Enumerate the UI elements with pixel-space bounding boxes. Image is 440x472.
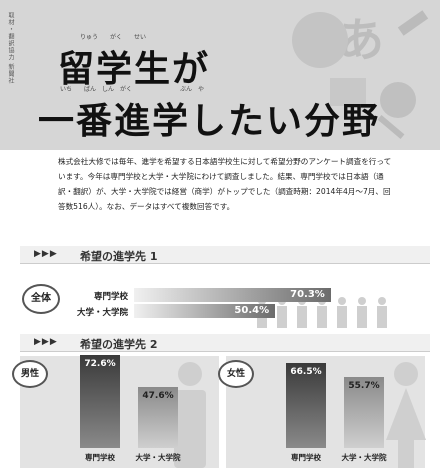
male-figure-icon: [174, 362, 206, 468]
bar: [134, 304, 276, 318]
section1-header-bar: [20, 246, 430, 264]
bar-category-label: 大学・大学院: [76, 308, 128, 318]
section1-group-bubble: 全体: [22, 284, 60, 314]
bar-category-label: 大学・大学院: [341, 453, 387, 462]
bar-value-label: 70.3%: [290, 289, 325, 300]
bar-value-label: 55.7%: [348, 380, 380, 391]
bar-category-label: 専門学校: [85, 453, 115, 462]
title-ruby-2: いち ばん しん がく ぶん や: [60, 86, 205, 93]
tools-icon: [377, 115, 405, 139]
bar-category-label: 専門学校: [291, 453, 321, 462]
title-ruby-1: りゅう がく せい: [80, 34, 147, 41]
money-bag-icon: [380, 82, 416, 118]
globe-icon: [292, 12, 348, 68]
intro-paragraph: 株式会社大修では毎年、進学を希望する日本語学校生に対して希望分野のアンケート調査…: [58, 157, 392, 211]
section2-title: 希望の進学先 2: [80, 338, 158, 351]
bar-category-label: 大学・大学院: [135, 453, 181, 462]
bar: [286, 362, 326, 448]
laptop-icon: [330, 78, 366, 106]
bar: [344, 376, 384, 448]
section1-arrows: ▶▶▶: [34, 249, 58, 259]
section2-arrows: ▶▶▶: [34, 337, 58, 347]
credit-text: 取材・翻訳協力 新聞社: [7, 12, 14, 85]
section1-title: 希望の進学先 1: [80, 250, 158, 263]
group-bubble: 女性: [218, 360, 254, 388]
title-line-2: 一番進学したい分野: [38, 101, 381, 142]
section2-header-bar: [20, 334, 430, 352]
group-bubble: 男性: [12, 360, 48, 388]
bar-value-label: 72.6%: [84, 359, 116, 370]
bar-category-label: 専門学校: [93, 292, 128, 302]
wrench-icon: [397, 10, 429, 36]
female-figure-icon: [386, 362, 426, 468]
title-line-1: 留学生が: [58, 49, 211, 90]
header-banner: 取材・翻訳協力 新聞社 あ りゅう がく せい 留学生が いち ばん しん がく…: [0, 0, 440, 150]
bar: [80, 355, 120, 448]
bar-value-label: 66.5%: [290, 366, 322, 377]
deco-icons: [292, 10, 429, 139]
bar-value-label: 47.6%: [142, 391, 174, 402]
bar-value-label: 50.4%: [234, 305, 270, 316]
bar: [134, 288, 331, 302]
bar: [138, 387, 178, 448]
